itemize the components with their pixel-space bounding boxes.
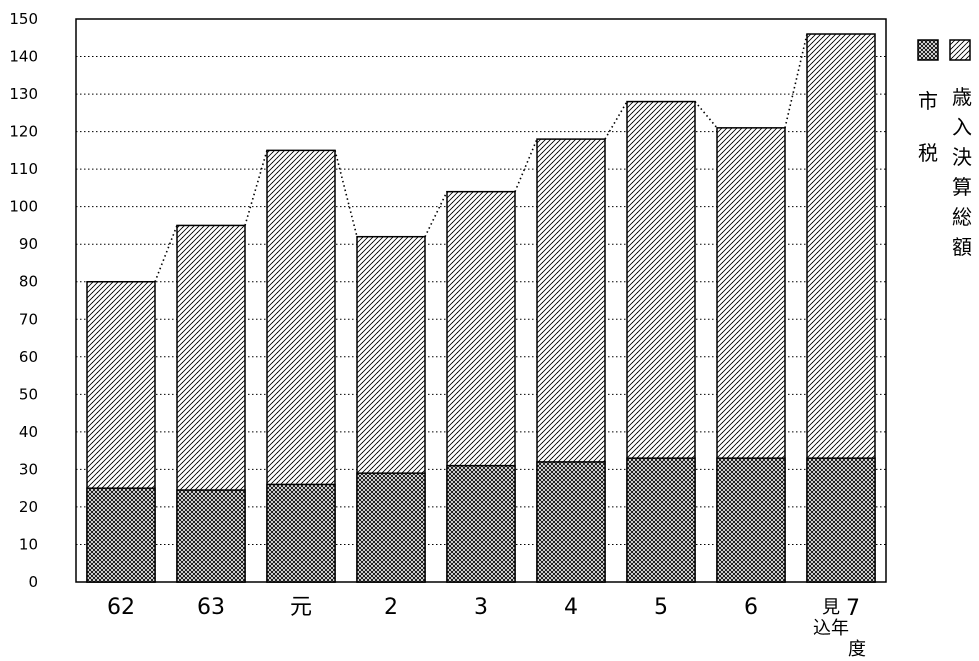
x-tick-label: 2 [384,595,398,620]
y-tick-label: 10 [19,535,38,553]
legend-swatch-tax [917,39,939,61]
y-tick-label: 130 [9,85,38,103]
bar-tax [266,483,336,583]
bar-tax [806,457,876,583]
y-tick-label: 60 [19,348,38,366]
y-tick-label: 0 [28,573,38,591]
legend-label-tax: 市税 [918,89,938,165]
connector-line [334,150,358,237]
connector-line [424,191,448,238]
y-tick-label: 40 [19,423,38,441]
connector-line [514,138,538,192]
y-tick-label: 50 [19,385,38,403]
connector-line [694,101,718,129]
bar-tax [356,472,426,583]
bar-tax [716,457,786,583]
y-tick-label: 30 [19,460,38,478]
y-tick-label: 20 [19,498,38,516]
connector-line [154,225,178,283]
x-tick-note: 見込年度 [813,597,866,660]
y-axis-ticks: 0 10 20 30 40 50 60 70 80 90 100 110 120 130 140 150 [9,10,38,591]
x-tick-label: 6 [744,595,758,620]
legend-label-total: 歳入決算総額 [952,85,972,259]
y-tick-label: 80 [19,273,38,291]
x-tick-label: 7 [846,596,860,621]
legend-swatch-total [949,39,971,61]
x-tick-label: 3 [474,595,488,620]
bars [86,33,876,583]
y-tick-label: 90 [19,235,38,253]
x-tick-label: 62 [107,595,135,620]
bar-tax [176,489,246,583]
x-tick-label: 63 [197,595,225,620]
x-tick-label: 5 [654,595,668,620]
connector-lines [154,33,808,283]
bar-tax [446,464,516,583]
y-tick-label: 140 [9,48,38,66]
bar-tax [626,457,696,583]
x-tick-label: 元 [290,595,312,620]
connector-line [604,101,628,140]
y-tick-label: 110 [9,160,38,178]
y-tick-label: 120 [9,123,38,141]
y-tick-label: 100 [9,198,38,216]
x-tick-label: 4 [564,595,578,620]
y-tick-label: 70 [19,310,38,328]
bar-tax [86,487,156,583]
y-tick-label: 150 [9,10,38,28]
bar-tax [536,461,606,583]
